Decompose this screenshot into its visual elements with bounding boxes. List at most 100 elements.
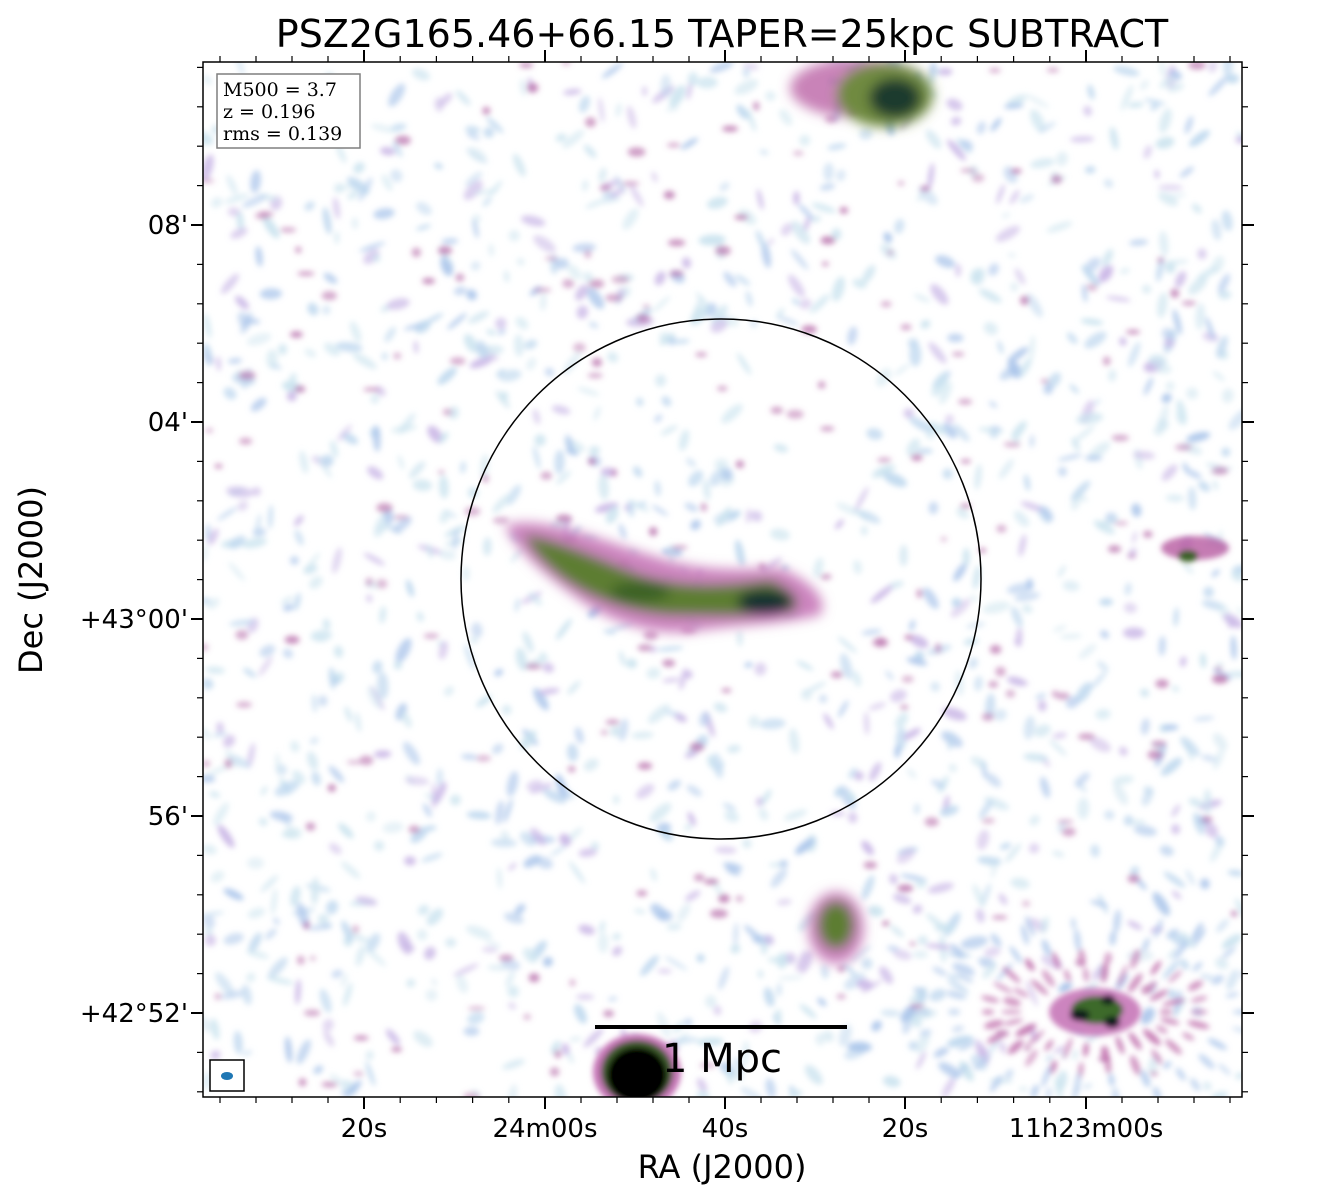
noise-speckle (322, 1018, 334, 1032)
noise-speckle (275, 752, 280, 775)
noise-speckle (917, 935, 928, 945)
noise-speckle (709, 469, 724, 487)
noise-speckle (882, 1075, 901, 1088)
noise-speckle (685, 457, 697, 468)
noise-speckle (247, 857, 264, 869)
noise-speckle (1029, 434, 1035, 448)
noise-speckle (1165, 494, 1184, 502)
noise-speckle (437, 367, 457, 385)
noise-speckle (303, 1009, 321, 1017)
noise-speckle (394, 135, 411, 146)
noise-speckle (584, 249, 592, 259)
artifact-speckle (1063, 1037, 1073, 1059)
noise-speckle (578, 848, 598, 858)
noise-speckle (238, 371, 256, 380)
noise-speckle (735, 895, 744, 902)
noise-speckle (686, 784, 702, 797)
noise-speckle (1140, 718, 1150, 735)
noise-speckle (1007, 346, 1029, 363)
noise-speckle (722, 125, 739, 132)
y-tick-label: 56' (148, 802, 188, 832)
noise-speckle (311, 771, 321, 786)
noise-speckle (566, 743, 579, 762)
noise-speckle (717, 385, 728, 392)
y-tick-label: 04' (148, 408, 188, 438)
scale-bar-label: 1 Mpc (662, 1036, 782, 1082)
artifact-speckle (1003, 997, 1021, 1007)
noise-speckle (1020, 295, 1030, 306)
noise-speckle (217, 824, 235, 848)
noise-speckle (299, 450, 309, 474)
noise-speckle (1069, 136, 1095, 143)
noise-speckle (1143, 530, 1153, 538)
noise-speckle (743, 924, 764, 944)
noise-speckle (631, 731, 654, 739)
noise-speckle (268, 957, 288, 979)
noise-speckle (411, 68, 431, 81)
noise-speckle (660, 74, 672, 98)
noise-speckle (353, 162, 365, 174)
noise-speckle (439, 509, 451, 524)
noise-speckle (735, 460, 745, 469)
noise-speckle (798, 203, 815, 221)
noise-speckle (636, 783, 655, 799)
artifact-speckle (1244, 1047, 1264, 1062)
noise-speckle (220, 990, 245, 1000)
noise-speckle (412, 479, 433, 492)
noise-speckle (1147, 1055, 1159, 1074)
noise-speckle (929, 62, 936, 75)
noise-speckle (928, 342, 947, 364)
noise-speckle (230, 227, 248, 239)
noise-speckle (381, 352, 388, 361)
noise-speckle (327, 784, 336, 792)
noise-speckle (486, 329, 496, 336)
noise-speckle (1170, 288, 1180, 298)
noise-speckle (1211, 219, 1222, 241)
noise-speckle (555, 133, 567, 142)
noise-speckle (1230, 910, 1238, 917)
noise-speckle (236, 701, 252, 708)
noise-speckle (942, 468, 953, 480)
noise-speckle (1237, 607, 1242, 615)
artifact-speckle (1142, 937, 1150, 953)
noise-speckle (220, 273, 240, 294)
noise-speckle (370, 394, 380, 404)
noise-speckle (1127, 101, 1144, 108)
noise-speckle (1143, 376, 1154, 396)
noise-speckle (788, 274, 805, 298)
noise-speckle (820, 573, 832, 580)
noise-speckle (990, 426, 1002, 431)
noise-speckle (245, 318, 261, 324)
noise-speckle (1212, 371, 1225, 382)
noise-speckle (1089, 900, 1109, 908)
noise-speckle (549, 1067, 560, 1077)
noise-speckle (376, 503, 393, 513)
noise-speckle (367, 686, 382, 709)
noise-speckle (1022, 900, 1031, 907)
noise-speckle (574, 727, 584, 744)
r500-circle (460, 318, 982, 840)
artifact-speckle (1003, 1018, 1024, 1026)
noise-speckle (392, 140, 403, 158)
noise-speckle (820, 426, 835, 432)
noise-speckle (349, 321, 362, 343)
artifact-speckle (1192, 961, 1203, 972)
noise-speckle (703, 878, 719, 885)
noise-speckle (1154, 169, 1160, 179)
noise-speckle (211, 197, 223, 208)
noise-speckle (930, 681, 940, 692)
noise-speckle (1098, 265, 1113, 282)
noise-speckle (796, 660, 814, 671)
noise-speckle (329, 1073, 345, 1087)
noise-speckle (763, 987, 775, 1007)
x-tick-label: 24m00s (492, 1114, 597, 1144)
noise-speckle (603, 629, 616, 635)
noise-speckle (503, 270, 510, 283)
artifact-speckle (949, 944, 965, 958)
noise-speckle (588, 321, 599, 329)
noise-speckle (328, 843, 342, 855)
noise-speckle (467, 1012, 485, 1025)
noise-speckle (466, 289, 477, 301)
noise-speckle (721, 467, 733, 481)
noise-speckle (551, 405, 571, 415)
